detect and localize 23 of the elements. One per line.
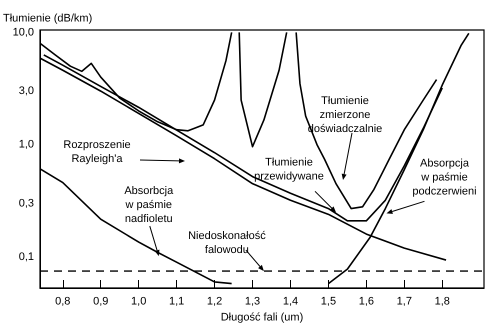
annotation: Tłumienie przewidywane [254, 156, 324, 182]
x-tick-label: 1,7 [396, 296, 412, 308]
x-tick-label: 1,2 [206, 296, 222, 308]
x-tick-label: 1,8 [434, 296, 450, 308]
y-tick-label: 0,1 [18, 251, 34, 264]
y-tick-label: 10,0 [12, 26, 34, 38]
x-axis-title: Długość fali (um) [220, 311, 304, 324]
y-tick-label: 0,3 [18, 197, 34, 210]
y-axis-title: Tłumienie (dB/km) [3, 12, 92, 24]
x-tick-label: 1,1 [168, 296, 184, 308]
annotation: Absorbcja w paśmie nadfioletu [124, 185, 174, 226]
x-tick-label: 1,6 [358, 296, 374, 308]
x-tick-label: 0,8 [55, 296, 70, 308]
x-tick-label: 1,4 [282, 296, 298, 308]
y-tick-label: 1,0 [18, 138, 34, 151]
annotation: Niedoskonałość falowodu [188, 230, 266, 256]
y-tick-label: 3,0 [18, 85, 34, 98]
x-tick-label: 1,3 [244, 296, 260, 308]
annotation: Absorpcja w paśmie podczerwieni [412, 157, 477, 198]
x-tick-label: 0,9 [93, 296, 108, 308]
x-tick-label: 1,5 [320, 296, 336, 308]
annotation: Rozproszenie Rayleigh'a [63, 139, 131, 165]
x-tick-label: 1,0 [131, 296, 146, 308]
